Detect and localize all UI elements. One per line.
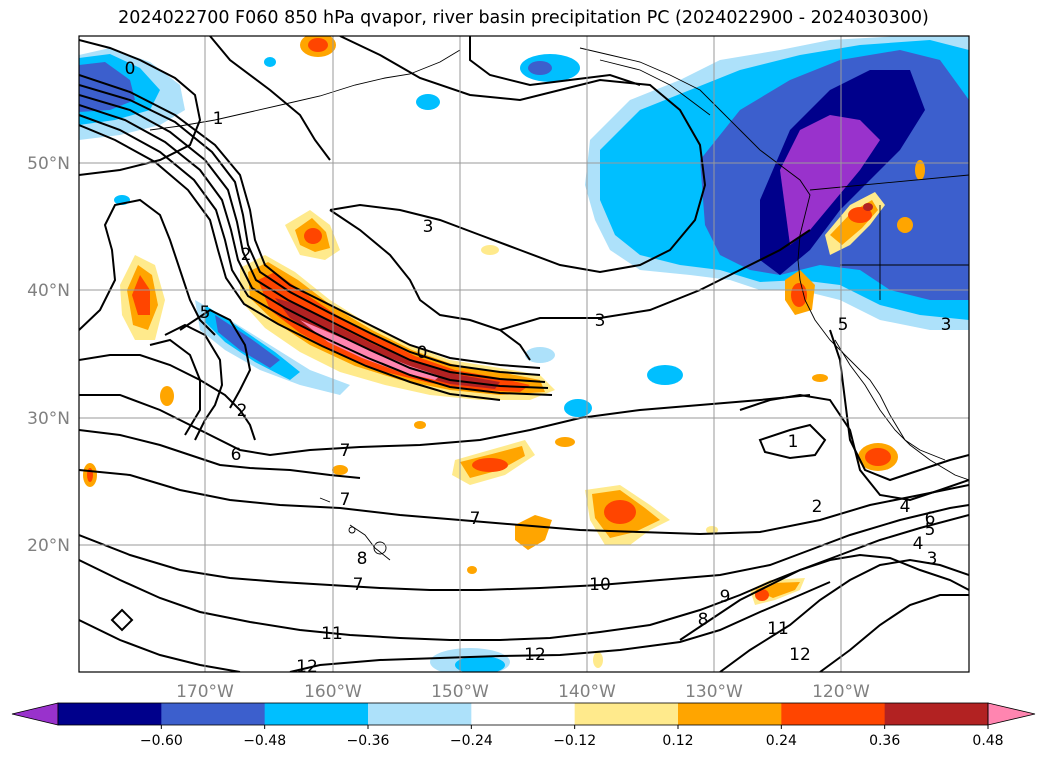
contour-label: 9 [720, 587, 731, 607]
lon-label: 150°W [431, 682, 489, 702]
colorbar-segment [264, 703, 369, 725]
contour-label: 1 [788, 432, 799, 452]
lon-label: 120°W [812, 682, 870, 702]
colorbar [11, 702, 1036, 726]
contour-label: 1 [213, 109, 224, 129]
contour-label: 0 [125, 59, 136, 79]
map-title: 2024022700 F060 850 hPa qvapor, river ba… [118, 8, 929, 28]
contour-label: 7 [470, 509, 481, 529]
lat-label: 30°N [27, 409, 70, 429]
map-frame [78, 35, 970, 673]
colorbar-tick-label: 0.48 [972, 733, 1003, 749]
contour-label: 11 [321, 624, 343, 644]
lon-label: 170°W [176, 682, 234, 702]
colorbar-segment [471, 703, 576, 725]
colorbar-segment [368, 703, 472, 725]
contour-label: 2 [241, 245, 252, 265]
contour-label: 2 [812, 497, 823, 517]
colorbar-tick-label: −0.24 [450, 733, 493, 749]
colorbar-extend-low [11, 702, 59, 726]
lon-label: 130°W [685, 682, 743, 702]
colorbar-tick-labels: −0.60 −0.48 −0.36 −0.24 −0.12 0.12 0.24 0.36 0.4… [140, 725, 1004, 749]
contour-label: 8 [357, 549, 368, 569]
contour-label: 5 [838, 315, 849, 335]
contour-label: 3 [595, 311, 606, 331]
contour-label: 3 [423, 217, 434, 237]
contour-label: 12 [524, 645, 546, 665]
colorbar-segment [58, 703, 162, 725]
contour-label: 5 [925, 520, 936, 540]
contour-label: 11 [767, 619, 789, 639]
colorbar-segment [781, 703, 886, 725]
contour-label: 10 [589, 575, 611, 595]
colorbar-segment [574, 703, 679, 725]
colorbar-tick-label: 0.36 [869, 733, 900, 749]
qvapor-contours [79, 36, 969, 672]
colorbar-tick-label: 0.24 [766, 733, 797, 749]
contour-label: 6 [925, 509, 936, 529]
colorbar-tick-label: −0.60 [140, 733, 183, 749]
lon-label: 140°W [558, 682, 616, 702]
colorbar-frame [57, 702, 989, 726]
colorbar-tick-label: −0.12 [553, 733, 596, 749]
negative-anomaly-shading [79, 36, 969, 672]
contour-label: 8 [698, 610, 709, 630]
coastlines [149, 47, 969, 561]
contour-label: 5 [200, 303, 211, 323]
contour-label: 4 [900, 497, 911, 517]
contour-label: 3 [927, 549, 938, 569]
colorbar-segment [884, 703, 989, 725]
contour-label: 7 [340, 490, 351, 510]
contour-label: 7 [353, 575, 364, 595]
colorbar-tick-label: −0.48 [243, 733, 286, 749]
contour-label: 2 [237, 401, 248, 421]
colorbar-segment [161, 703, 266, 725]
contour-label: 6 [231, 445, 242, 465]
lat-label: 40°N [27, 281, 70, 301]
lat-label: 50°N [27, 154, 70, 174]
contour-label: 0 [417, 343, 428, 363]
lat-label: 20°N [27, 536, 70, 556]
colorbar-segment [678, 703, 782, 725]
contour-label: 7 [340, 441, 351, 461]
colorbar-tick-label: 0.12 [662, 733, 693, 749]
lon-label: 160°W [304, 682, 362, 702]
contour-label: 12 [789, 645, 811, 665]
contour-label: 3 [941, 315, 952, 335]
contour-label: 4 [913, 534, 924, 554]
colorbar-tick-label: −0.36 [347, 733, 390, 749]
contour-label: 12 [296, 657, 318, 677]
colorbar-extend-high [987, 702, 1036, 726]
gridlines [79, 36, 969, 672]
